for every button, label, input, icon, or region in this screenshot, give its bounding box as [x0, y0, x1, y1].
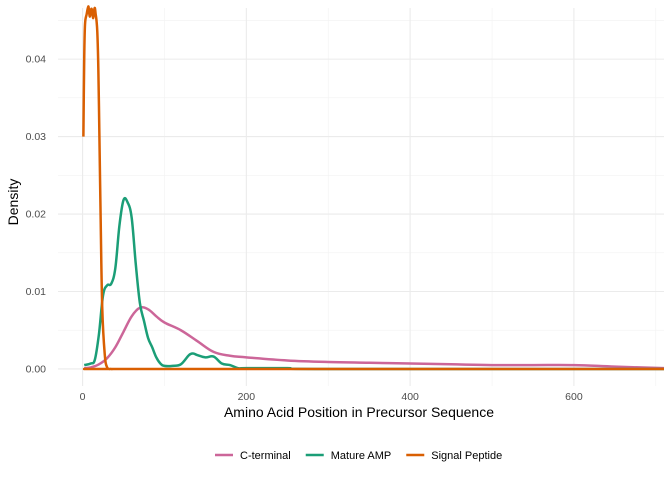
series-line-mature-amp [83, 196, 665, 371]
x-axis-title: Amino Acid Position in Precursor Sequenc… [224, 404, 494, 420]
major-gridlines [58, 8, 664, 386]
y-tick-label: 0.03 [26, 131, 47, 143]
y-axis-title: Density [5, 179, 21, 226]
series-line-c-terminal [84, 306, 665, 370]
y-tick-label: 0.00 [26, 363, 47, 375]
x-tick-label: 600 [565, 391, 583, 403]
x-tick-label: 400 [401, 391, 419, 403]
legend-label-signal-peptide: Signal Peptide [431, 450, 502, 462]
y-tick-label: 0.04 [26, 54, 47, 66]
x-tick-label: 0 [80, 391, 86, 403]
y-axis-tick-labels: 0.00 0.01 0.02 0.03 0.04 [26, 54, 47, 376]
y-tick-label: 0.01 [26, 286, 47, 298]
x-axis-tick-labels: 0 200 400 600 [80, 391, 583, 403]
series-line-signal-peptide [82, 5, 664, 371]
x-tick-label: 200 [238, 391, 256, 403]
legend-label-c-terminal: C-terminal [240, 450, 291, 462]
legend-label-mature-amp: Mature AMP [331, 450, 392, 462]
legend: C-terminal Mature AMP Signal Peptide [215, 450, 502, 462]
series-lines [82, 5, 665, 371]
minor-gridlines [58, 8, 664, 386]
y-tick-label: 0.02 [26, 209, 47, 221]
